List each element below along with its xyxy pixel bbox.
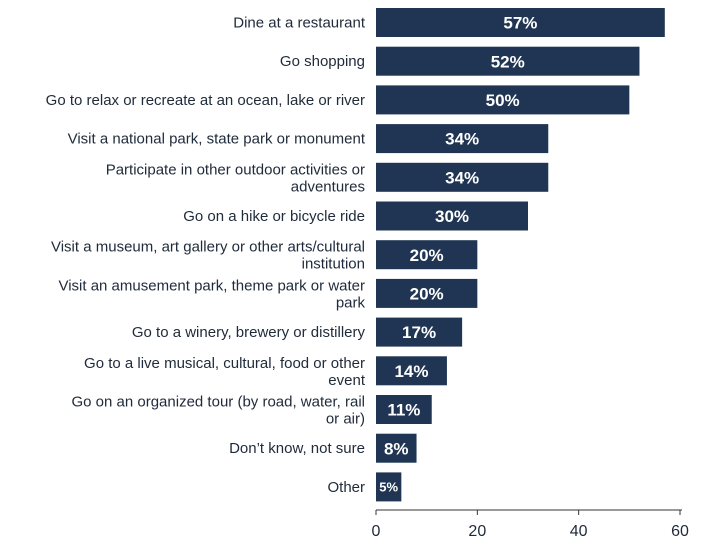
bar — [376, 124, 549, 154]
category-label-line: event — [328, 372, 366, 389]
data-label: 52% — [491, 52, 525, 71]
category-label-line: Go on a hike or bicycle ride — [183, 208, 365, 225]
category-label: Go on an organized tour (by road, water,… — [72, 394, 366, 428]
bar — [376, 317, 463, 347]
category-label: Dine at a restaurant — [233, 15, 366, 32]
bar — [376, 8, 665, 37]
bar — [376, 433, 417, 463]
category-label-line: institution — [302, 256, 365, 273]
category-label: Go on a hike or bicycle ride — [183, 208, 365, 225]
data-label: 11% — [387, 401, 420, 420]
data-label: 30% — [435, 207, 469, 226]
category-label-line: or air) — [326, 411, 365, 428]
x-tick-label: 0 — [372, 523, 381, 539]
category-label-line: adventures — [291, 178, 365, 195]
category-label-line: Visit a museum, art gallery or other art… — [51, 239, 365, 256]
data-label: 8% — [384, 439, 409, 458]
data-label: 50% — [486, 91, 520, 110]
category-label: Go to a winery, brewery or distillery — [132, 324, 366, 341]
category-label: Visit an amusement park, theme park or w… — [58, 277, 365, 311]
category-label: Go to a live musical, cultural, food or … — [84, 355, 366, 389]
category-label-line: park — [336, 294, 366, 311]
bar — [376, 278, 478, 308]
category-label-line: Dine at a restaurant — [233, 15, 366, 32]
bar — [376, 162, 549, 192]
data-label: 20% — [410, 285, 444, 304]
data-label: 5% — [379, 480, 398, 495]
category-label-line: Other — [327, 479, 365, 496]
category-label: Other — [327, 479, 365, 496]
category-label-line: Don’t know, not sure — [229, 440, 365, 457]
category-label-line: Go to a winery, brewery or distillery — [132, 324, 366, 341]
category-label: Go shopping — [280, 53, 365, 70]
category-label: Visit a national park, state park or mon… — [68, 131, 366, 148]
category-label: Visit a museum, art gallery or other art… — [51, 239, 365, 273]
data-label: 34% — [445, 130, 479, 149]
category-label-line: Go on an organized tour (by road, water,… — [72, 394, 366, 411]
data-label: 34% — [445, 168, 479, 187]
bar — [376, 356, 447, 386]
data-label: 17% — [402, 323, 436, 342]
bar — [376, 472, 402, 502]
data-label: 14% — [394, 362, 428, 381]
category-label: Participate in other outdoor activities … — [106, 161, 365, 195]
data-label: 20% — [410, 246, 444, 265]
category-label: Don’t know, not sure — [229, 440, 365, 457]
category-label-line: Visit an amusement park, theme park or w… — [58, 277, 365, 294]
bar — [376, 395, 432, 424]
x-tick-label: 20 — [468, 523, 486, 539]
data-label: 57% — [503, 14, 537, 33]
bar — [376, 85, 630, 115]
bar — [376, 240, 478, 270]
category-label-line: Go to relax or recreate at an ocean, lak… — [46, 92, 365, 109]
category-label-line: Go shopping — [280, 53, 365, 70]
category-label-line: Go to a live musical, cultural, food or … — [84, 355, 365, 372]
x-tick-label: 60 — [671, 523, 689, 539]
bar — [376, 46, 640, 76]
x-tick-label: 40 — [570, 523, 588, 539]
category-label: Go to relax or recreate at an ocean, lak… — [46, 92, 365, 109]
category-label-line: Participate in other outdoor activities … — [106, 161, 365, 178]
bar — [376, 201, 528, 231]
category-label-line: Visit a national park, state park or mon… — [68, 131, 366, 148]
